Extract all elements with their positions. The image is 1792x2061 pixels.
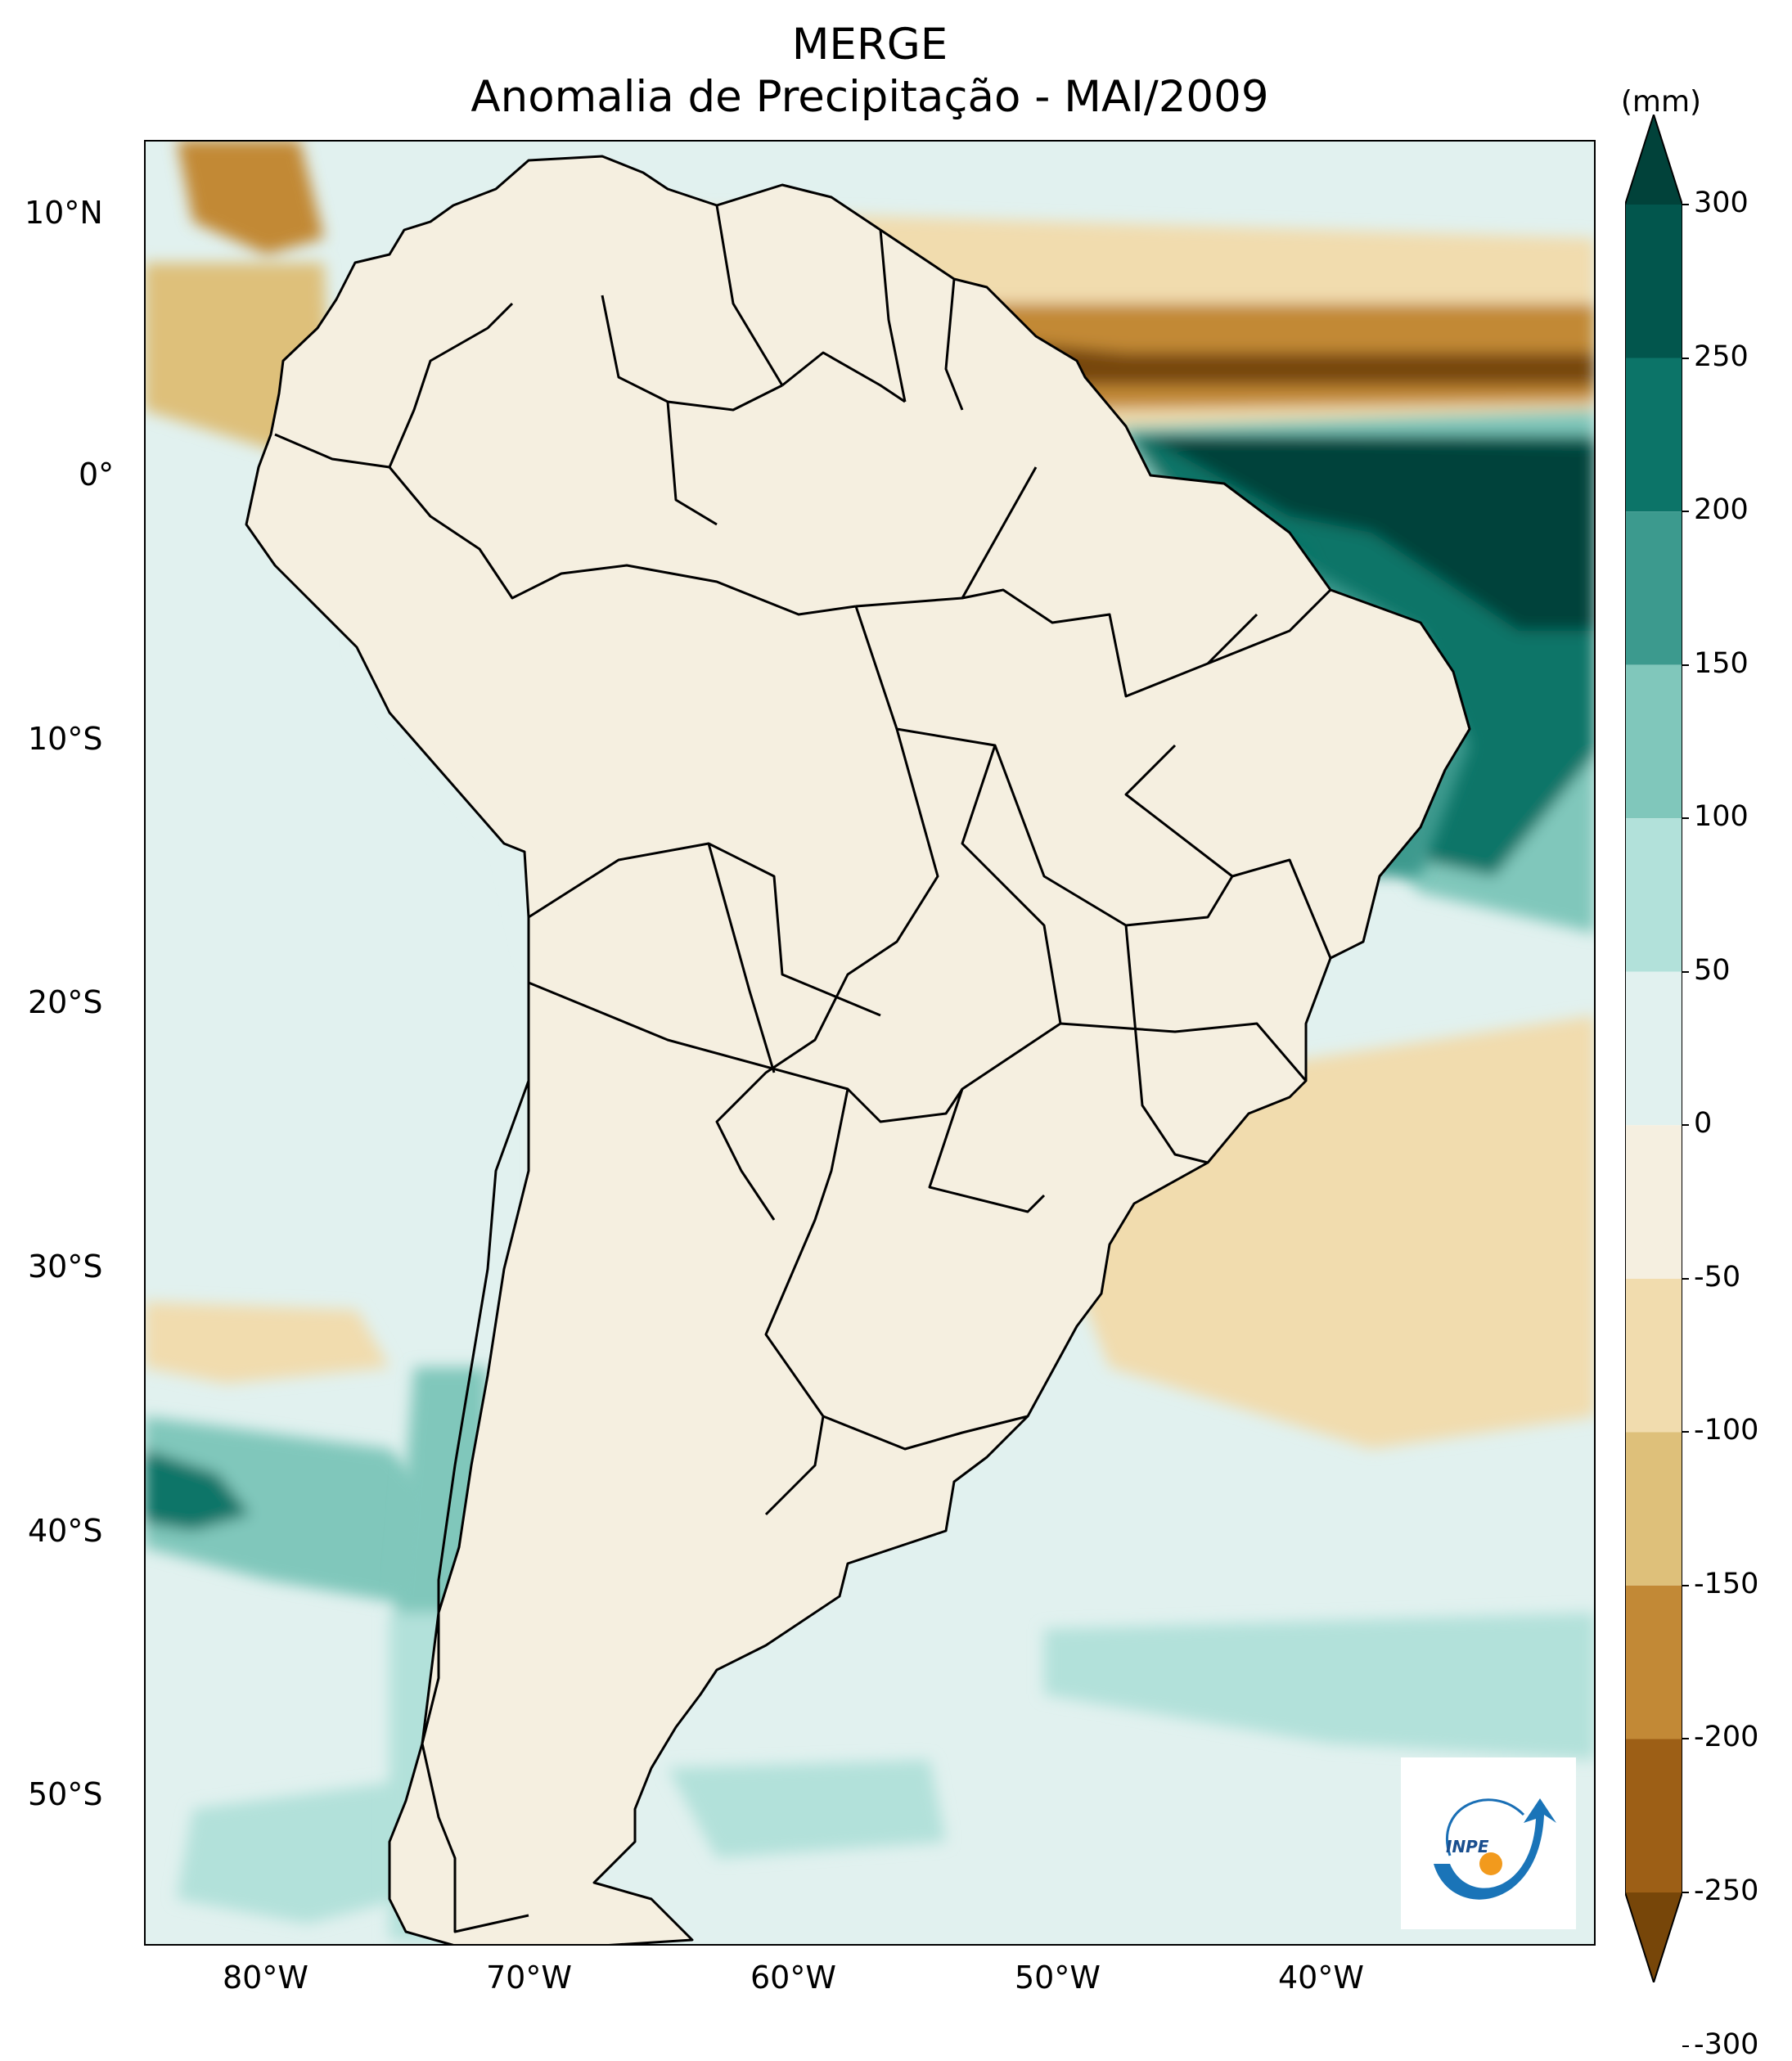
anomaly-pacific-mid-dry xyxy=(144,1302,389,1384)
lon-tick-50w: 50°W xyxy=(1015,1960,1101,1996)
anomaly-far-south-wet-1 xyxy=(1044,1613,1596,1760)
colorbar xyxy=(1625,115,1682,1982)
colorbar-label: -250 xyxy=(1694,1874,1759,1907)
colorbar-segment xyxy=(1625,1739,1682,1892)
inpe-logo-text: INPE xyxy=(1446,1837,1489,1856)
colorbar-segment xyxy=(1625,818,1682,972)
colorbar-segment xyxy=(1625,511,1682,665)
lat-tick-10n: 10°N xyxy=(25,195,103,231)
anomaly-far-south-wet-2 xyxy=(668,1760,946,1858)
colorbar-segment xyxy=(1625,1125,1682,1279)
colorbar-tick xyxy=(1682,204,1689,205)
colorbar-tick xyxy=(1682,511,1689,513)
lat-tick-20s: 20°S xyxy=(28,984,103,1020)
colorbar-tick xyxy=(1682,970,1689,973)
colorbar-tick xyxy=(1682,1738,1689,1740)
colorbar-segment xyxy=(1625,205,1682,358)
borders-north xyxy=(274,205,964,616)
colorbar-label: 0 xyxy=(1694,1107,1713,1141)
anomaly-pacific-south-wet-core xyxy=(144,1449,250,1531)
colorbar-label: 50 xyxy=(1694,953,1731,987)
colorbar-tick xyxy=(1682,1277,1689,1280)
colorbar-segment xyxy=(1625,664,1682,819)
colorbar-label: 200 xyxy=(1694,493,1749,527)
lat-tick-50s: 50°S xyxy=(28,1776,103,1812)
colorbar-label: 250 xyxy=(1694,340,1749,373)
colorbar-tick xyxy=(1682,1124,1689,1127)
colorbar-label: -150 xyxy=(1694,1567,1759,1600)
inpe-logo: INPE xyxy=(1401,1757,1576,1929)
lat-tick-40s: 40°S xyxy=(28,1513,103,1549)
colorbar-label: 100 xyxy=(1694,800,1749,834)
colorbar-unit: (mm) xyxy=(1620,85,1702,119)
colorbar-label: -200 xyxy=(1694,1721,1759,1754)
colorbar-label: -300 xyxy=(1694,2027,1759,2061)
lon-tick-40w: 40°W xyxy=(1278,1960,1364,1996)
colorbar-label: -100 xyxy=(1694,1414,1759,1447)
map-title: MERGE xyxy=(791,20,948,70)
colorbar-tick xyxy=(1682,817,1689,820)
anomaly-caribbean-dry xyxy=(177,140,324,254)
anomaly-atlantic-wet-strong xyxy=(1142,434,1596,631)
colorbar-tick xyxy=(1682,1892,1689,1893)
colorbar-tick xyxy=(1682,1431,1689,1433)
lon-tick-70w: 70°W xyxy=(486,1960,572,1996)
borders-brazil-states xyxy=(715,466,1332,1221)
colorbar-segment xyxy=(1625,115,1682,205)
lat-tick-0: 0° xyxy=(79,457,115,493)
colorbar-segment xyxy=(1625,1432,1682,1586)
colorbar-segment xyxy=(1625,1892,1682,1982)
borders-south xyxy=(421,842,1029,1933)
colorbar-tick xyxy=(1682,1584,1689,1586)
lat-tick-30s: 30°S xyxy=(28,1249,103,1285)
lon-tick-60w: 60°W xyxy=(750,1960,836,1996)
colorbar-segment xyxy=(1625,971,1682,1126)
colorbar-tick xyxy=(1682,357,1689,359)
lon-tick-80w: 80°W xyxy=(223,1960,308,1996)
colorbar-tick xyxy=(1682,664,1689,666)
colorbar-label: 150 xyxy=(1694,646,1749,680)
lat-tick-10s: 10°S xyxy=(28,721,103,757)
colorbar-label: -50 xyxy=(1694,1260,1741,1294)
colorbar-segment xyxy=(1625,358,1682,512)
colorbar-tick xyxy=(1682,2045,1689,2047)
map-frame-border xyxy=(144,140,1596,1946)
colorbar-segment xyxy=(1625,1585,1682,1739)
colorbar-segment xyxy=(1625,1278,1682,1433)
precipitation-anomaly-map xyxy=(144,140,1596,1946)
colorbar-label: 300 xyxy=(1694,187,1749,219)
map-subtitle: Anomalia de Precipitação - MAI/2009 xyxy=(471,72,1269,122)
